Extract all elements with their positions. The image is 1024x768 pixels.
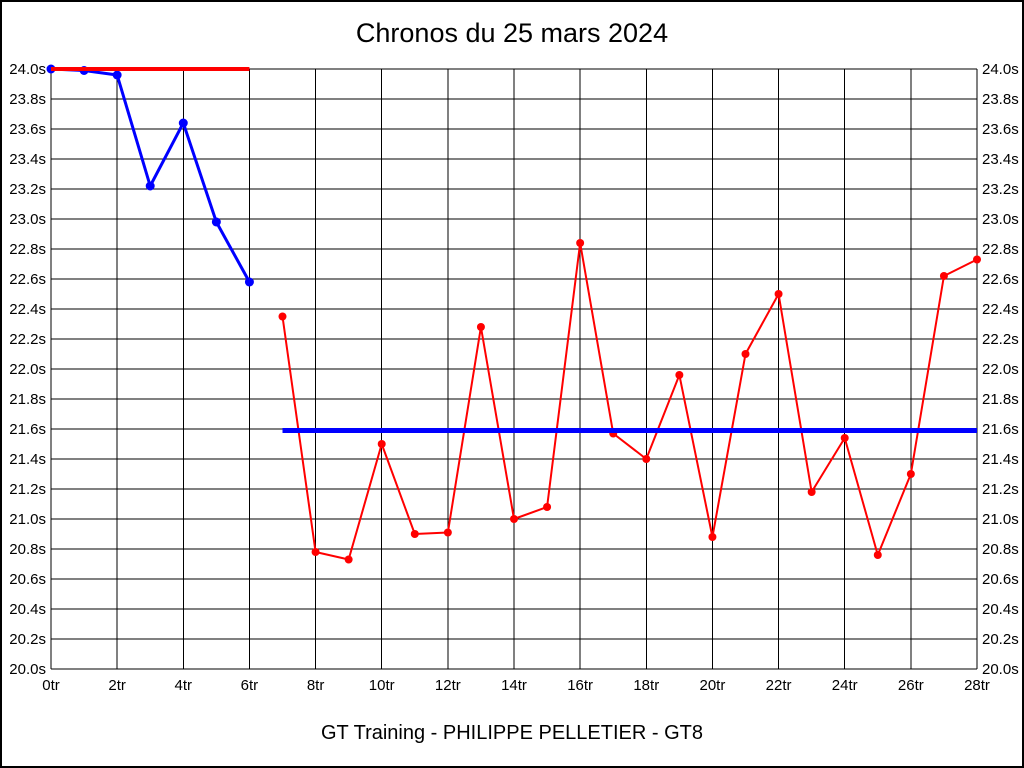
data-point-laps-7-28-red — [642, 455, 651, 463]
y-axis-tick-label-right: 21.8s — [982, 391, 1019, 408]
data-point-laps-7-28-red — [344, 555, 353, 564]
y-axis-tick-label-left: 23.2s — [9, 181, 46, 198]
x-axis-tick-label: 18tr — [633, 677, 659, 694]
y-axis-tick-label-left: 20.8s — [9, 541, 46, 558]
y-axis-tick-label-left: 22.8s — [9, 241, 46, 258]
y-axis-tick-label-left: 21.4s — [9, 451, 46, 468]
x-axis-tick-label: 26tr — [898, 677, 924, 694]
data-point-laps-7-28-red — [278, 312, 287, 321]
y-axis-tick-label-left: 20.2s — [9, 631, 46, 648]
y-axis-tick-label-right: 23.2s — [982, 181, 1019, 198]
y-axis-tick-label-right: 22.4s — [982, 301, 1019, 318]
y-axis-tick-label-right: 20.6s — [982, 571, 1019, 588]
data-point-laps-0-6-blue — [178, 118, 188, 128]
series-line-laps-7-28-red — [281, 242, 978, 561]
x-axis-tick-label: 4tr — [175, 677, 193, 694]
x-axis-tick-label: 2tr — [108, 677, 126, 694]
chart-footer-caption: GT Training - PHILIPPE PELLETIER - GT8 — [321, 722, 703, 744]
data-point-laps-7-28-red — [576, 239, 585, 247]
data-point-laps-0-6-blue — [145, 181, 155, 191]
series-line-laps-0-6-blue — [50, 67, 251, 283]
data-point-laps-0-6-blue — [244, 277, 254, 287]
y-axis-tick-label-right: 23.6s — [982, 121, 1019, 138]
data-point-laps-7-28-red — [476, 323, 485, 331]
y-axis-tick-label-right: 21.2s — [982, 481, 1019, 498]
x-axis-tick-label: 0tr — [42, 677, 60, 694]
y-axis-tick-label-right: 24.0s — [982, 61, 1019, 78]
data-point-laps-7-28-red — [939, 272, 948, 280]
chart-title: Chronos du 25 mars 2024 — [355, 18, 669, 48]
data-point-laps-7-28-red — [973, 255, 981, 264]
data-point-laps-7-28-red — [840, 434, 849, 442]
y-axis-tick-label-right: 21.0s — [982, 511, 1019, 528]
y-axis-tick-label-left: 22.6s — [9, 271, 46, 288]
data-point-laps-7-28-red — [311, 548, 320, 556]
data-point-laps-7-28-red — [807, 488, 816, 496]
x-axis-tick-label: 16tr — [567, 677, 593, 694]
y-axis-tick-label-left: 23.0s — [9, 211, 46, 228]
y-axis-tick-label-right: 22.6s — [982, 271, 1019, 288]
y-axis-tick-label-left: 20.6s — [9, 571, 46, 588]
y-axis-tick-label-right: 20.8s — [982, 541, 1019, 558]
data-point-laps-0-6-blue — [112, 70, 122, 80]
y-axis-tick-label-right: 20.2s — [982, 631, 1019, 648]
data-point-laps-7-28-red — [708, 533, 717, 541]
x-axis-tick-label: 10tr — [369, 677, 395, 694]
y-axis-tick-label-right: 20.0s — [982, 661, 1019, 678]
y-axis-tick-label-right: 23.0s — [982, 211, 1019, 228]
data-point-laps-7-28-red — [543, 503, 552, 511]
x-axis-tick-label: 8tr — [307, 677, 325, 694]
y-axis-tick-label-right: 23.8s — [982, 91, 1019, 108]
y-axis-tick-label-right: 21.4s — [982, 451, 1019, 468]
data-point-laps-7-28-red — [774, 290, 783, 298]
x-axis-tick-label: 22tr — [766, 677, 792, 694]
y-axis-tick-label-left: 24.0s — [9, 61, 46, 78]
y-axis-tick-label-left: 23.6s — [9, 121, 46, 138]
y-axis-tick-label-right: 20.4s — [982, 601, 1019, 618]
data-point-laps-7-28-red — [443, 528, 452, 537]
y-axis-tick-label-left: 21.6s — [9, 421, 46, 438]
y-axis-tick-label-left: 20.0s — [9, 661, 46, 678]
y-axis-tick-label-left: 23.8s — [9, 91, 46, 108]
y-axis-tick-label-right: 22.0s — [982, 361, 1019, 378]
y-axis-tick-label-left: 20.4s — [9, 601, 46, 618]
data-point-laps-7-28-red — [675, 371, 684, 379]
data-point-laps-7-28-red — [410, 530, 419, 538]
y-axis-tick-label-right: 22.8s — [982, 241, 1019, 258]
data-point-laps-7-28-red — [906, 470, 915, 478]
y-axis-tick-label-left: 21.2s — [9, 481, 46, 498]
data-point-laps-0-6-blue — [211, 217, 221, 227]
x-axis-tick-label: 14tr — [501, 677, 527, 694]
x-axis-tick-label: 6tr — [241, 677, 259, 694]
y-axis-tick-label-left: 23.4s — [9, 151, 46, 168]
data-point-laps-7-28-red — [377, 440, 386, 448]
x-axis-tick-label: 20tr — [699, 677, 725, 694]
y-axis-tick-label-left: 22.0s — [9, 361, 46, 378]
y-axis-tick-label-left: 21.8s — [9, 391, 46, 408]
x-axis-tick-label: 12tr — [435, 677, 461, 694]
data-point-laps-7-28-red — [741, 350, 750, 358]
x-axis-tick-label: 28tr — [964, 677, 990, 694]
y-axis-tick-label-right: 23.4s — [982, 151, 1019, 168]
y-axis-tick-label-left: 22.4s — [9, 301, 46, 318]
x-axis-tick-label: 24tr — [832, 677, 858, 694]
y-axis-tick-label-left: 21.0s — [9, 511, 46, 528]
data-point-laps-7-28-red — [873, 551, 882, 559]
y-axis-tick-label-right: 22.2s — [982, 331, 1019, 348]
data-point-laps-7-28-red — [510, 515, 518, 523]
y-axis-tick-label-right: 21.6s — [982, 421, 1019, 438]
y-axis-tick-label-left: 22.2s — [9, 331, 46, 348]
